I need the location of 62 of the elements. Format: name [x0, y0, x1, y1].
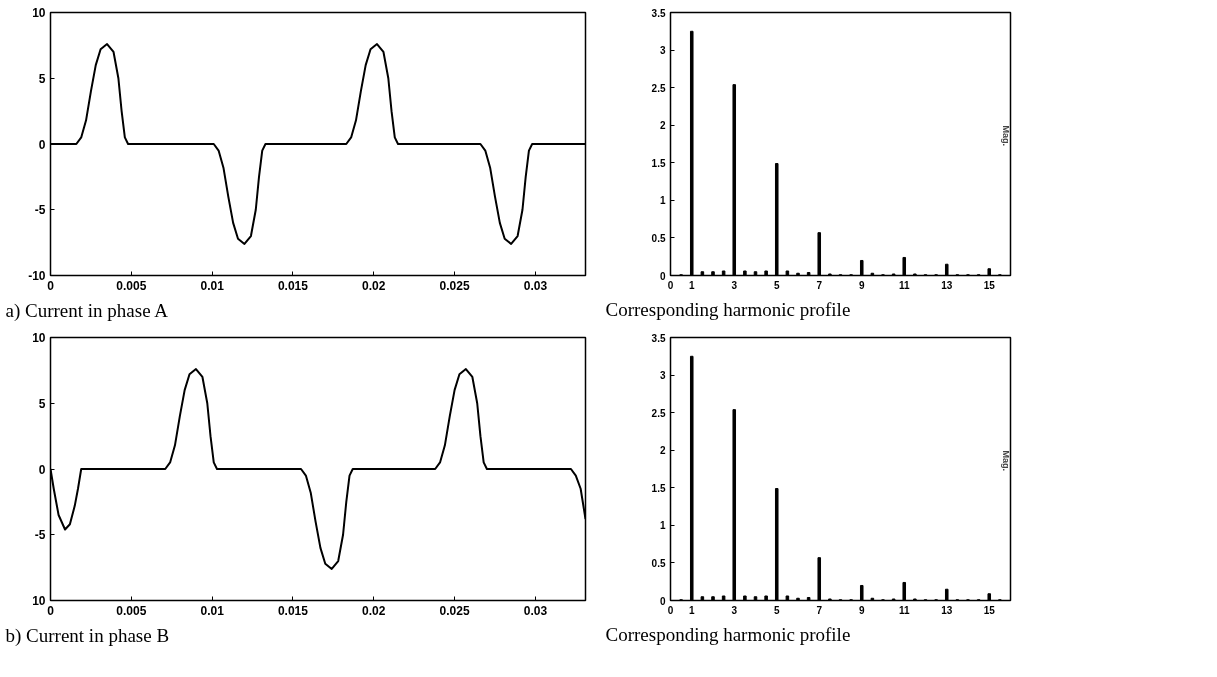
annotation: Mag.	[1000, 450, 1011, 472]
y-tick-label: 3.5	[651, 7, 666, 19]
x-tick-label: 0.02	[362, 278, 386, 293]
x-tick-label: 0	[667, 604, 674, 616]
x-tick-label: 0.03	[523, 603, 548, 618]
x-tick-label: 13	[941, 604, 953, 616]
text: Corresponding harmonic profile	[605, 623, 851, 645]
x-tick-label: 0.005	[116, 278, 147, 293]
y-tick-label: -10	[28, 269, 46, 283]
y-tick-label: 2	[659, 120, 666, 132]
x-tick-label: 5	[773, 279, 780, 291]
x-tick-label: 9	[858, 604, 865, 616]
text: Corresponding harmonic profile	[605, 298, 851, 320]
x-tick-label: 0.015	[277, 278, 309, 293]
x-tick-label: 9	[858, 279, 865, 291]
x-tick-label: 15	[983, 279, 996, 291]
x-tick-label: 7	[816, 604, 823, 616]
x-tick-label: 1	[688, 604, 695, 616]
x-tick-label: 3	[731, 604, 738, 616]
x-tick-label: 0	[667, 279, 674, 291]
y-tick-label: 0	[659, 595, 666, 607]
x-tick-label: 5	[773, 604, 780, 616]
annotation: Mag.	[1000, 125, 1011, 147]
x-tick-label: 0.005	[116, 603, 147, 618]
y-tick-label: 1	[659, 195, 666, 207]
x-tick-label: 1	[688, 279, 695, 291]
x-tick-label: 11	[898, 279, 910, 291]
x-tick-label: 3	[731, 279, 738, 291]
y-tick-label: 1.5	[651, 157, 666, 169]
x-tick-label: 0.01	[200, 603, 225, 618]
y-tick-label: 2.5	[651, 407, 666, 419]
y-tick-label: 10	[32, 594, 46, 608]
x-tick-label: 0.02	[362, 603, 386, 618]
x-tick-label: 0.015	[277, 603, 309, 618]
y-tick-label: 0	[38, 137, 46, 152]
y-tick-label: 3	[659, 370, 666, 382]
y-tick-label: 5	[38, 396, 46, 411]
x-tick-label: 15	[983, 604, 996, 616]
x-tick-label: 13	[941, 279, 953, 291]
text: a) Current in phase A	[5, 299, 169, 322]
y-tick-label: -5	[34, 203, 46, 218]
y-tick-label: -5	[34, 528, 46, 543]
x-tick-label: 11	[898, 604, 910, 616]
y-tick-label: 10	[32, 331, 46, 345]
y-tick-label: 2.5	[651, 82, 666, 94]
y-tick-label: 0	[659, 270, 666, 282]
y-tick-label: 1	[659, 520, 666, 532]
y-tick-label: 0.5	[651, 232, 666, 244]
x-tick-label: 7	[816, 279, 823, 291]
y-tick-label: 1.5	[651, 482, 666, 494]
y-tick-label: 5	[38, 71, 46, 86]
y-tick-label: 3.5	[651, 332, 666, 344]
x-tick-label: 0.01	[200, 278, 225, 293]
x-tick-label: 0.025	[439, 603, 470, 618]
y-tick-label: 2	[659, 445, 666, 457]
x-tick-label: 0.025	[439, 278, 470, 293]
y-tick-label: 10	[32, 6, 46, 20]
y-tick-label: 0.5	[651, 557, 666, 569]
x-tick-label: 0.03	[523, 278, 548, 293]
y-tick-label: 0	[38, 462, 46, 477]
y-tick-label: 3	[659, 45, 666, 57]
text: b) Current in phase B	[5, 624, 170, 647]
